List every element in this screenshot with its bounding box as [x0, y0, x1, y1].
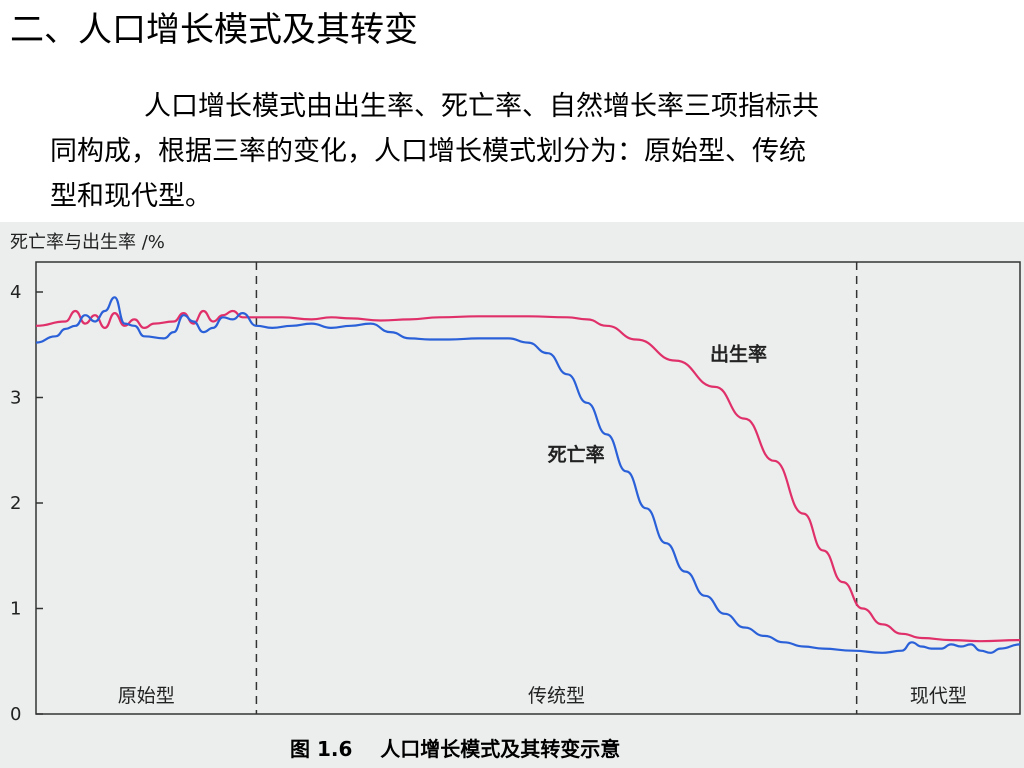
stage-label: 传统型	[528, 685, 585, 707]
page-title: 二、人口增长模式及其转变	[10, 10, 418, 50]
paragraph-line-2: 同构成，根据三率的变化，人口增长模式划分为：原始型、传统	[50, 136, 806, 167]
y-axis-ticks: 0 1 2 3 4	[10, 282, 43, 725]
series-annotation: 出生率	[710, 343, 767, 366]
series-line-birth-rate	[35, 309, 1021, 643]
series-annotation: 死亡率	[548, 443, 605, 466]
y-tick-label: 2	[10, 493, 21, 514]
y-tick-label: 3	[10, 388, 21, 409]
figure-caption: 图 1.6 人口增长模式及其转变示意	[290, 737, 620, 761]
y-axis-label: 死亡率与出生率 /%	[10, 232, 165, 253]
y-tick-label: 1	[10, 599, 21, 620]
stage-label: 现代型	[910, 685, 967, 707]
paragraph-line-1: 人口增长模式由出生率、死亡率、自然增长率三项指标共	[144, 91, 819, 122]
intro-paragraph: 人口增长模式由出生率、死亡率、自然增长率三项指标共 同构成，根据三率的变化，人口…	[50, 84, 1010, 219]
population-transition-figure: 死亡率与出生率 /% 0 1 2 3 4 原始型 传统型 现代型 出生率死亡率 图 1.6 …	[0, 222, 1024, 768]
y-tick-label: 4	[10, 282, 21, 303]
paragraph-line-3: 型和现代型。	[50, 181, 212, 212]
y-tick-label: 0	[10, 704, 21, 725]
series-lines	[35, 296, 1021, 654]
stage-label: 原始型	[118, 685, 175, 707]
stage-dividers: 原始型 传统型 现代型	[118, 262, 967, 714]
plot-frame	[35, 261, 1021, 715]
series-line-death-rate	[35, 296, 1021, 654]
